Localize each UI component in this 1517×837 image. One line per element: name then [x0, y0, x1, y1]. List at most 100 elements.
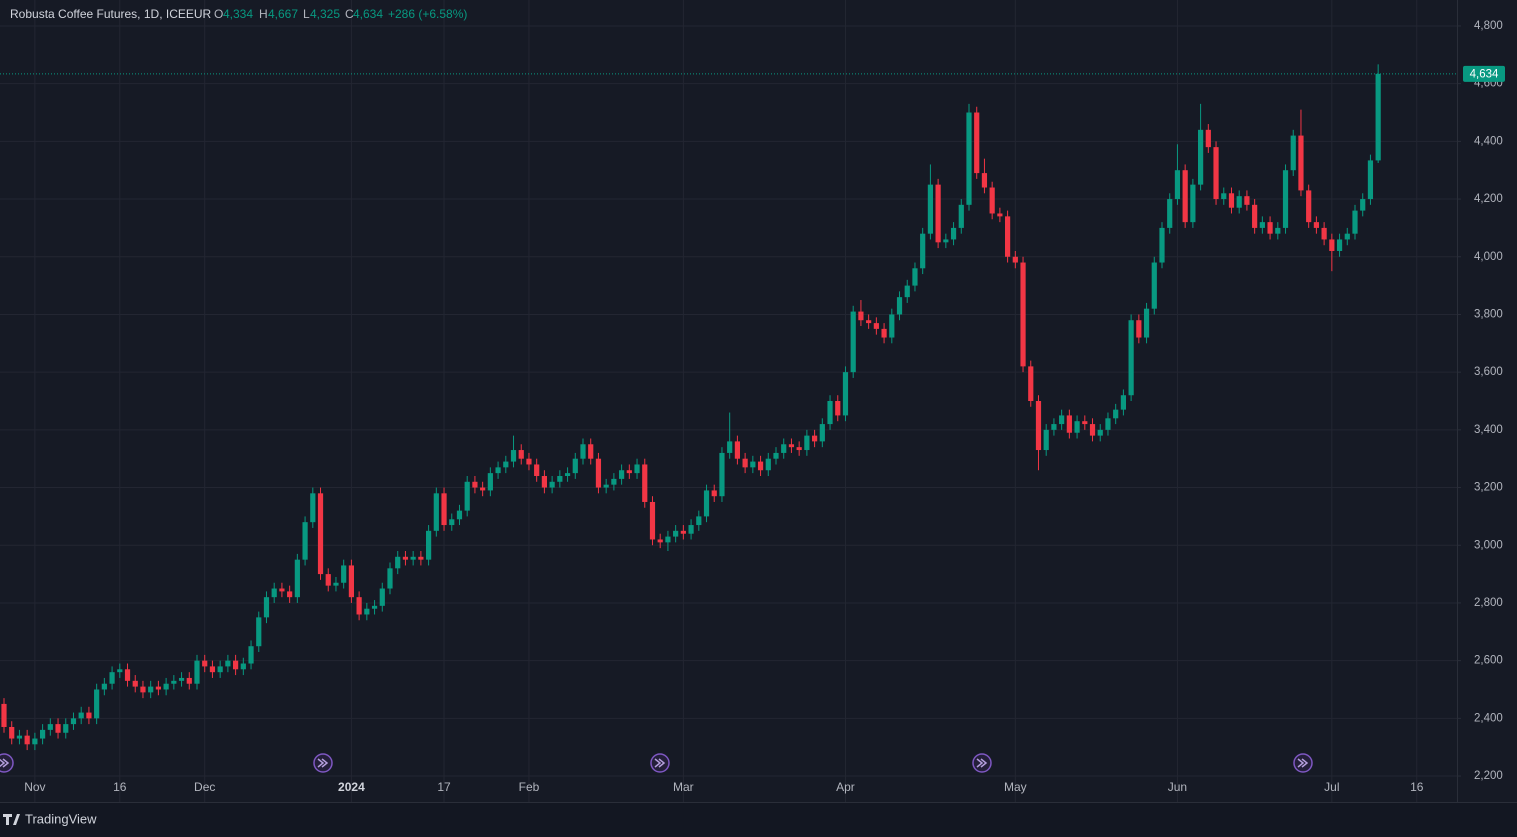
event-marker[interactable] — [313, 753, 333, 773]
candle-body — [155, 686, 161, 690]
candle-body — [117, 669, 123, 673]
y-tick-label: 3,200 — [1474, 482, 1503, 494]
event-marker[interactable] — [0, 753, 14, 773]
candle-body — [78, 712, 84, 719]
candle-body — [418, 556, 424, 560]
candle-body — [379, 588, 385, 606]
candle-body — [1105, 418, 1111, 430]
candle-body — [812, 435, 818, 442]
grid — [0, 0, 1457, 802]
candle-body — [757, 461, 764, 471]
candle-body — [588, 444, 594, 459]
candle-body — [1020, 262, 1026, 367]
candle-body — [503, 461, 509, 468]
candle-body — [194, 660, 200, 684]
candles — [1, 64, 1381, 751]
candle-body — [541, 476, 547, 488]
ohlc-value: 4,634 — [353, 7, 383, 21]
y-tick-label: 3,400 — [1474, 424, 1503, 436]
candle-body — [1228, 193, 1235, 208]
candle-body — [410, 556, 416, 560]
candle-body — [688, 525, 694, 534]
candle-body — [657, 539, 663, 543]
candle-body — [1336, 239, 1343, 251]
candle-body — [1151, 262, 1157, 309]
candle-body — [495, 467, 501, 474]
candle-body — [727, 441, 733, 453]
event-marker[interactable] — [650, 753, 670, 773]
candle-body — [765, 458, 771, 471]
candle-body — [873, 323, 879, 329]
candle-body — [1074, 421, 1080, 433]
candle-body — [1259, 222, 1265, 228]
candle-body — [1043, 429, 1049, 451]
y-tick-label: 3,000 — [1474, 539, 1503, 551]
candle-body — [325, 574, 331, 586]
candle-body — [449, 519, 455, 526]
candle-body — [881, 328, 887, 338]
candle-body — [132, 680, 138, 687]
candle-body — [966, 112, 972, 205]
y-tick-label: 4,400 — [1474, 135, 1503, 147]
candle-body — [858, 311, 864, 321]
footer-bar — [0, 803, 1517, 837]
x-tick-label: Mar — [673, 780, 694, 794]
candle-body — [734, 441, 740, 459]
x-tick-label: 2024 — [338, 780, 365, 794]
candle-body — [279, 588, 285, 592]
candle-body — [1005, 216, 1011, 257]
candle-body — [1089, 424, 1096, 436]
candle-body — [788, 444, 795, 448]
candle-body — [333, 582, 339, 586]
candle-body — [518, 450, 524, 459]
candle-body — [1120, 395, 1126, 410]
event-marker[interactable] — [972, 753, 992, 773]
candle-body — [178, 677, 185, 681]
candle-body — [1205, 129, 1211, 148]
candle-body — [464, 481, 470, 511]
y-tick-label: 2,600 — [1474, 655, 1503, 667]
candle-body — [603, 484, 609, 488]
x-tick-label: Feb — [519, 780, 540, 794]
candle-body — [711, 490, 717, 497]
candle-body — [1174, 170, 1181, 200]
candle-body — [1159, 227, 1165, 263]
candle-body — [750, 461, 756, 468]
candle-body — [1136, 320, 1142, 338]
candle-body — [1190, 184, 1196, 223]
candle-body — [958, 204, 964, 228]
candle-body — [1329, 239, 1335, 251]
y-tick-label: 2,400 — [1474, 712, 1503, 724]
candle-body — [1244, 196, 1250, 205]
candle-body — [719, 452, 725, 497]
brand: TradingView — [3, 811, 97, 826]
candle-body — [1221, 193, 1227, 200]
candle-body — [1352, 210, 1358, 234]
ohlc-key: C — [345, 7, 354, 21]
candle-body — [904, 285, 910, 298]
candle-body — [163, 683, 169, 690]
candle-body — [595, 458, 602, 488]
candle-body — [487, 473, 493, 491]
event-marker[interactable] — [1293, 753, 1313, 773]
candle-body — [356, 597, 362, 615]
candle-body — [626, 470, 632, 474]
candle-body — [371, 605, 378, 609]
candle-body — [927, 184, 933, 234]
candle-body — [1306, 190, 1312, 223]
candle-body — [16, 735, 23, 739]
x-tick-label: 17 — [437, 780, 451, 794]
ohlc-key: H — [259, 7, 268, 21]
candle-body — [1252, 204, 1258, 228]
candle-body — [240, 663, 246, 670]
candle-body — [40, 729, 46, 739]
candle-body — [70, 718, 77, 725]
candle-body — [634, 464, 640, 474]
y-tick-label: 3,800 — [1474, 308, 1503, 320]
candle-body — [426, 530, 432, 560]
candle-body — [1028, 366, 1034, 401]
candle-body — [981, 173, 988, 188]
candle-body — [302, 522, 308, 560]
candle-body — [263, 597, 270, 618]
x-tick-label: 16 — [1410, 780, 1424, 794]
